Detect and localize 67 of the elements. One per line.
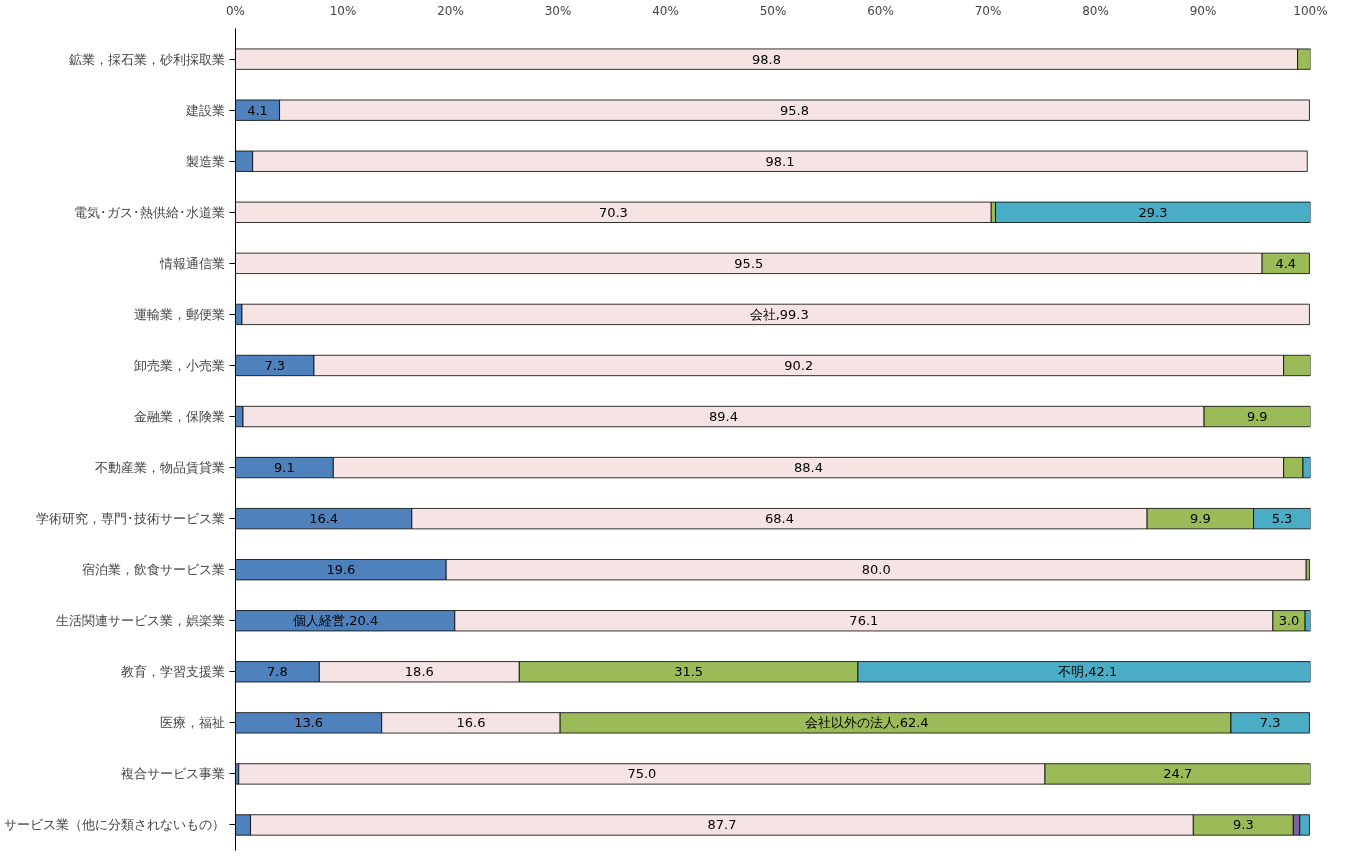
data-label: 90.2 [784, 357, 814, 373]
data-label: 9.9 [1246, 409, 1268, 425]
y-tick-label: 卸売業，小売業 [133, 357, 225, 373]
data-label: 7.3 [264, 357, 286, 373]
x-tick-label: 40% [652, 3, 679, 18]
data-label: 3.0 [1278, 613, 1300, 629]
data-label: 4.1 [247, 102, 268, 118]
x-tick-label: 100% [1293, 3, 1328, 18]
y-tick-label: 製造業 [185, 153, 225, 169]
x-tick-label: 80% [1082, 3, 1109, 18]
data-label: 24.7 [1163, 766, 1193, 782]
y-tick-label: 鉱業，採石業，砂利採取業 [68, 51, 225, 67]
y-tick-label: 金融業，保険業 [133, 409, 225, 425]
y-tick-label: 不動産業，物品賃貸業 [94, 460, 225, 476]
data-label: 18.6 [404, 664, 434, 680]
data-label: 31.5 [674, 664, 704, 680]
data-label: ,20.4 [345, 613, 379, 629]
x-tick-label: 60% [867, 3, 894, 18]
data-label: 98.1 [765, 153, 795, 169]
y-tick-label: 学術研究，専門･技術サービス業 [35, 511, 225, 527]
x-tick-label: 90% [1189, 3, 1217, 18]
data-label: 70.3 [598, 204, 628, 220]
y-tick-label: 情報通信業 [158, 255, 225, 271]
data-label: 68.4 [764, 511, 794, 527]
data-label: 95.8 [780, 102, 809, 118]
data-label: 4.4 [1275, 255, 1297, 271]
data-label: 9.3 [1232, 817, 1254, 833]
data-label: 19.6 [326, 562, 356, 578]
y-tick-label: サービス業（他に分類されないもの） [3, 817, 225, 833]
x-tick-label: 20% [437, 3, 464, 18]
data-label: 80.0 [861, 562, 891, 578]
data-label: 95.5 [734, 255, 764, 271]
y-tick-label: 教育，学習支援業 [120, 664, 225, 680]
series-label: 会社以外の法人 [804, 715, 896, 731]
data-label: ,99.3 [775, 306, 809, 322]
x-tick-label: 30% [544, 3, 572, 18]
y-tick-label: 医療，福祉 [159, 715, 225, 731]
data-label: 76.1 [849, 613, 879, 629]
y-tick-label: 建設業 [184, 102, 225, 118]
data-label: 16.6 [456, 715, 486, 731]
series-label: 会社 [749, 306, 776, 322]
data-label: 89.4 [709, 409, 739, 425]
x-tick-label: 70% [974, 3, 1002, 18]
data-label: 9.1 [274, 460, 295, 476]
data-label: 13.6 [294, 715, 324, 731]
data-label: 87.7 [707, 817, 737, 833]
data-label: 9.9 [1189, 511, 1211, 527]
data-label: 75.0 [627, 766, 657, 782]
data-label: ,62.4 [895, 715, 929, 731]
y-tick-label: 複合サービス事業 [120, 766, 225, 782]
x-tick-label: 50% [759, 3, 787, 18]
y-tick-label: 電気･ガス･熱供給･水道業 [73, 204, 225, 220]
data-label: 98.8 [752, 51, 782, 67]
x-tick-label: 10% [329, 3, 357, 18]
y-tick-label: 生活関連サービス業，娯楽業 [55, 613, 225, 629]
data-label: 7.3 [1259, 715, 1281, 731]
data-label: 88.4 [794, 460, 823, 476]
x-tick-label: 0% [225, 3, 246, 18]
data-label: 16.4 [309, 511, 339, 527]
y-tick-label: 宿泊業，飲食サービス業 [81, 562, 225, 578]
data-label: 5.3 [1271, 511, 1293, 527]
data-label: 29.3 [1138, 204, 1168, 220]
series-label: 個人経営 [293, 613, 346, 629]
data-label: 7.8 [267, 664, 288, 680]
data-label: ,42.1 [1084, 664, 1118, 680]
y-tick-label: 運輸業，郵便業 [133, 306, 225, 322]
series-label: 不明 [1058, 664, 1085, 680]
